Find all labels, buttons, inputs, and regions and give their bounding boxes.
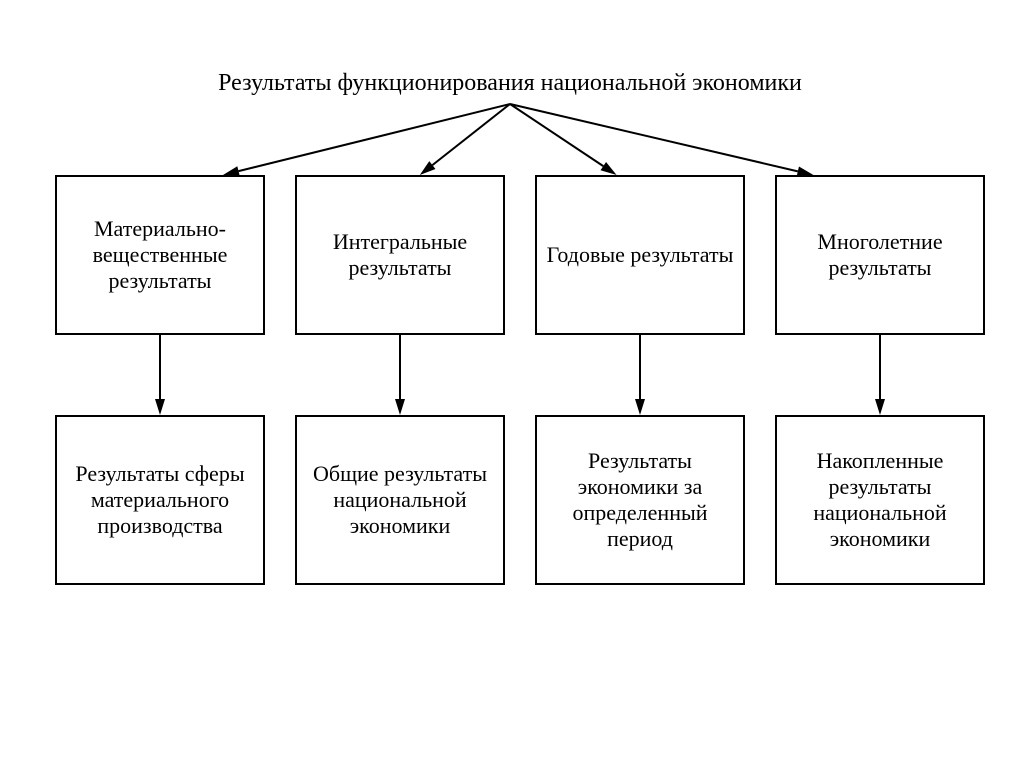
box-label: Результаты сферы материального производс… [63, 461, 257, 539]
box-label: Годовые результаты [547, 242, 734, 268]
box-label: Результаты экономики за определенный пер… [543, 448, 737, 552]
box-period-results: Результаты экономики за определенный пер… [535, 415, 745, 585]
box-label: Общие результаты национальной экономики [303, 461, 497, 539]
box-integral-results: Интегральные результаты [295, 175, 505, 335]
box-label: Материально-вещественные результаты [63, 216, 257, 294]
arrows-layer [0, 0, 1024, 767]
diagram-canvas: Результаты функционирования национальной… [0, 0, 1024, 767]
diagram-title: Результаты функционирования национальной… [170, 70, 850, 97]
box-material-results: Материально-вещественные результаты [55, 175, 265, 335]
box-label: Многолетние результаты [783, 229, 977, 281]
box-annual-results: Годовые результаты [535, 175, 745, 335]
box-label: Интегральные результаты [303, 229, 497, 281]
box-material-production: Результаты сферы материального производс… [55, 415, 265, 585]
box-label: Накопленные результаты национальной экон… [783, 448, 977, 552]
box-multiyear-results: Многолетние результаты [775, 175, 985, 335]
box-accumulated-results: Накопленные результаты национальной экон… [775, 415, 985, 585]
box-general-national: Общие результаты национальной экономики [295, 415, 505, 585]
